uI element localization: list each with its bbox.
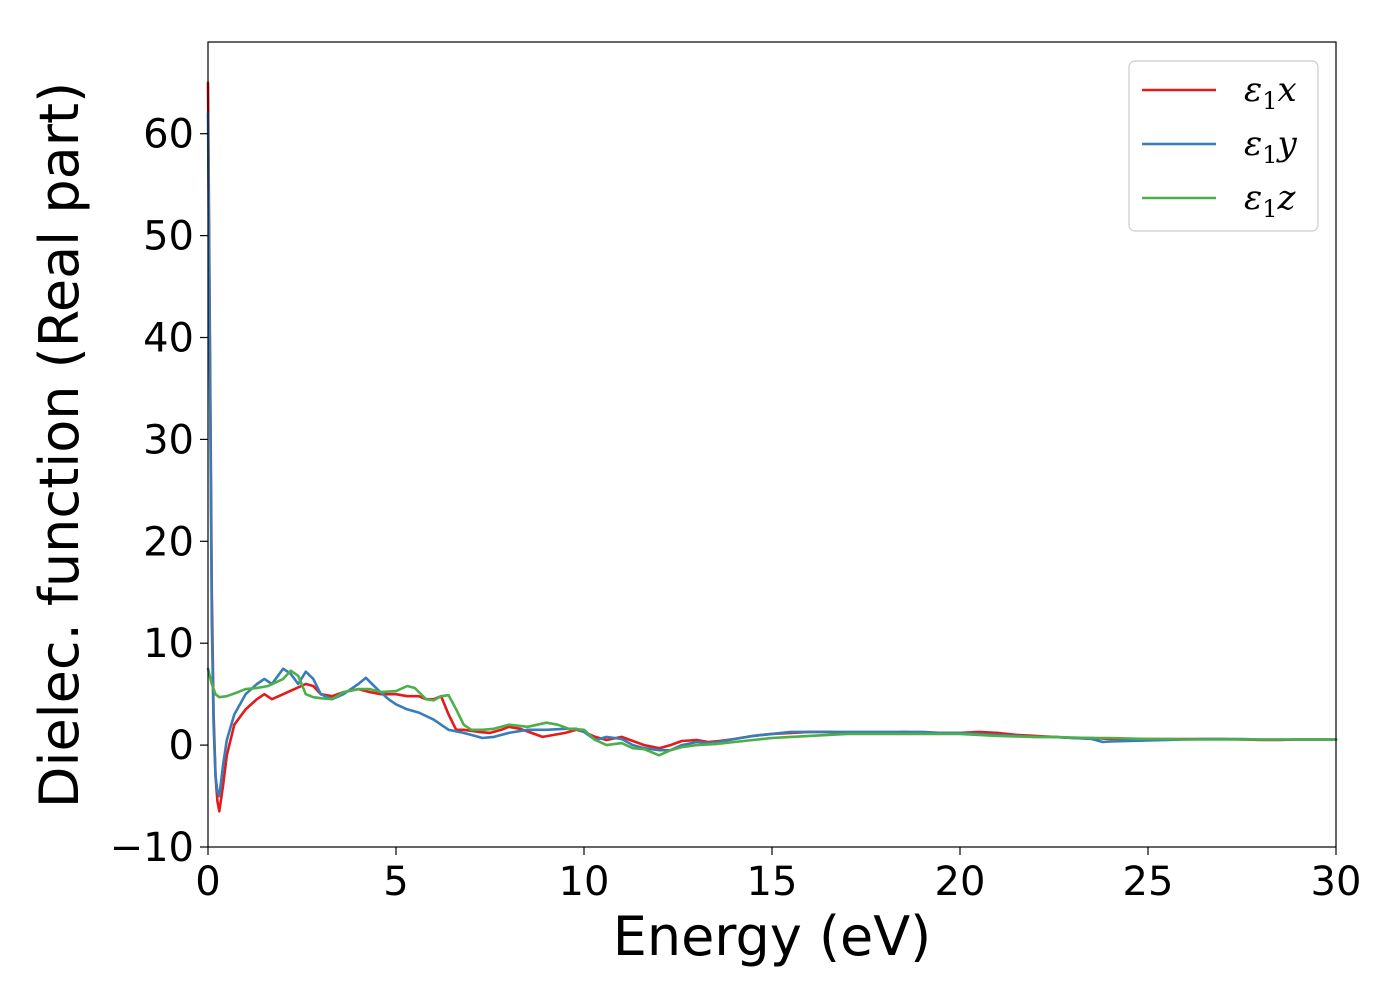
y-tick-label: −10 <box>110 825 194 871</box>
y-tick-label: 0 <box>169 723 194 769</box>
legend-entry-y: ε1y <box>1244 124 1298 169</box>
x-axis-label: Energy (eV) <box>613 905 932 968</box>
x-tick-label: 30 <box>1311 859 1362 905</box>
y-tick-label: 60 <box>143 112 194 158</box>
y-tick-label: 10 <box>143 621 194 667</box>
legend-entry-x: ε1x <box>1244 70 1297 115</box>
series-line-z <box>206 667 1338 757</box>
y-axis-label: Dielec. function (Real part) <box>28 82 91 808</box>
y-tick-label: 20 <box>143 519 194 565</box>
y-tick-label: 30 <box>143 417 194 463</box>
x-tick-label: 0 <box>195 859 220 905</box>
x-tick-label: 10 <box>559 859 610 905</box>
y-tick-label: 40 <box>143 316 194 362</box>
x-tick-label: 25 <box>1123 859 1174 905</box>
x-tick-label: 15 <box>747 859 798 905</box>
x-tick-label: 5 <box>383 859 408 905</box>
x-axis: 0 5 10 15 20 25 30 <box>195 847 1361 905</box>
legend: ε1x ε1y ε1z <box>1128 60 1319 232</box>
y-tick-label: 50 <box>143 214 194 260</box>
y-axis: −10 0 10 20 30 40 50 60 <box>110 112 208 871</box>
series-layer <box>206 81 1338 813</box>
legend-box <box>1128 60 1319 232</box>
x-tick-label: 20 <box>935 859 986 905</box>
legend-entry-z: ε1z <box>1244 178 1297 223</box>
